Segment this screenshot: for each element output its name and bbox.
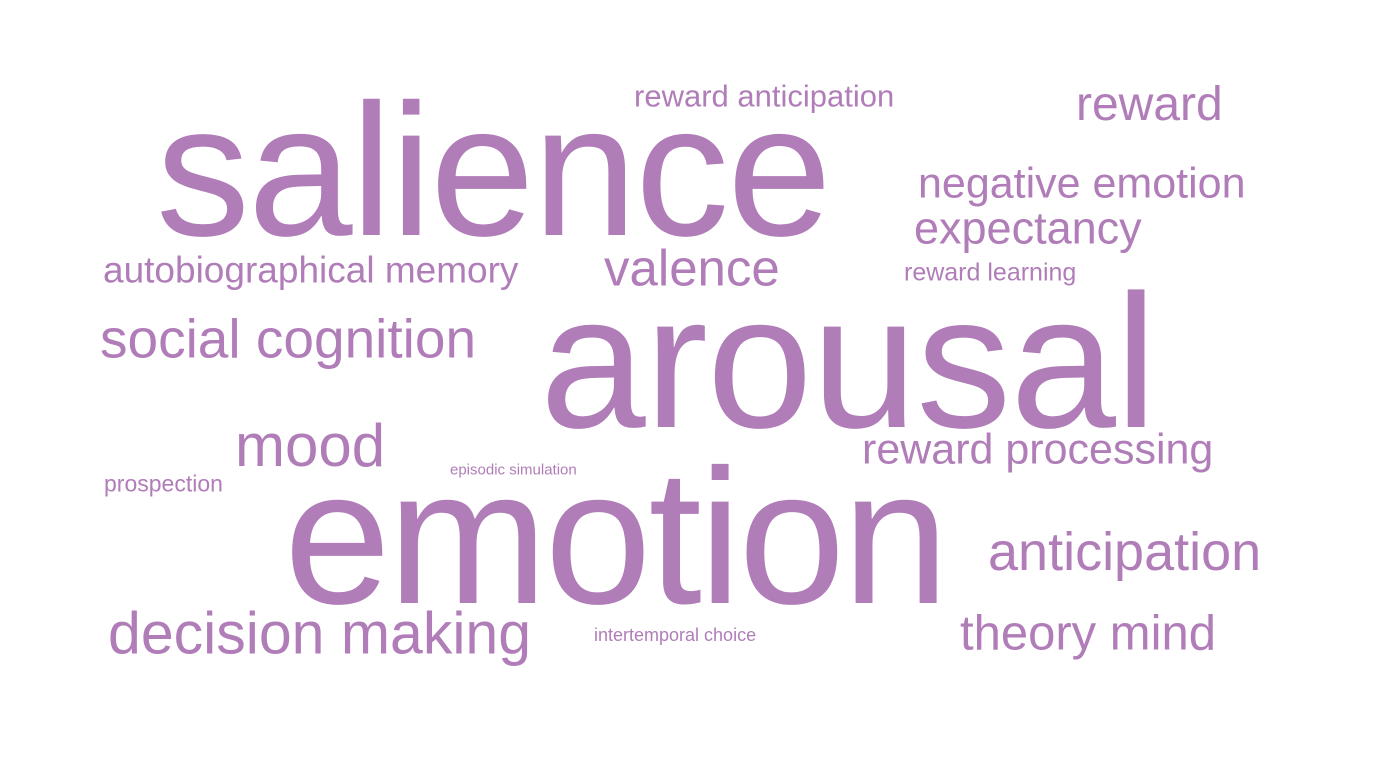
word-arousal: arousal xyxy=(540,256,1157,468)
word-emotion: emotion xyxy=(284,429,949,644)
word-reward-processing: reward processing xyxy=(862,425,1214,474)
word-mood: mood xyxy=(235,412,386,479)
word-expectancy: expectancy xyxy=(914,202,1142,254)
word-social-cognition: social cognition xyxy=(100,307,477,370)
word-reward-anticipation: reward anticipation xyxy=(634,78,895,114)
word-valence: valence xyxy=(604,239,780,297)
word-episodic-simulation: episodic simulation xyxy=(450,461,577,479)
word-anticipation: anticipation xyxy=(988,522,1262,582)
word-intertemporal-choice: intertemporal choice xyxy=(594,625,757,645)
word-autobiographical-memory: autobiographical memory xyxy=(103,249,519,291)
word-negative-emotion: negative emotion xyxy=(918,159,1246,208)
word-decision-making: decision making xyxy=(108,600,532,667)
word-prospection: prospection xyxy=(104,470,223,497)
word-reward: reward xyxy=(1076,78,1223,131)
word-salience: salience xyxy=(156,65,832,275)
word-theory-mind: theory mind xyxy=(960,606,1217,661)
word-reward-learning: reward learning xyxy=(904,258,1077,287)
